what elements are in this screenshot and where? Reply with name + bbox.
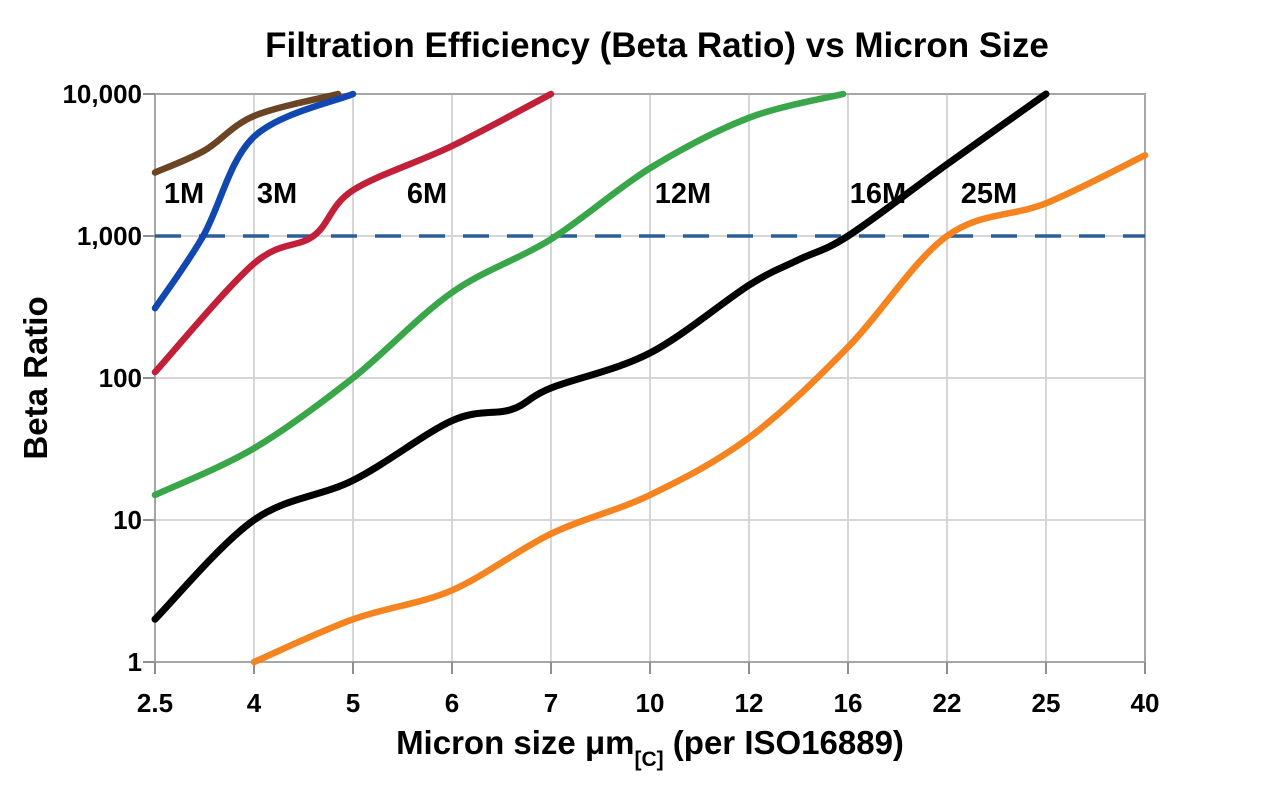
series-label-3M: 3M xyxy=(257,178,297,210)
series-line-25M xyxy=(250,152,1149,666)
series-line-12M xyxy=(151,90,847,499)
y-axis-title: Beta Ratio xyxy=(17,296,54,459)
x-tick-label: 7 xyxy=(544,688,558,718)
x-tick-labels: 2.5 4 5 6 7 10 12 16 22 25 40 xyxy=(137,688,1160,718)
x-tick-label: 22 xyxy=(933,688,962,718)
series-label-1M: 1M xyxy=(164,178,204,210)
y-tick-label: 1,000 xyxy=(77,221,142,251)
x-tick-label: 4 xyxy=(247,688,262,718)
y-tick-label: 10 xyxy=(113,505,142,535)
axis-tick-marks xyxy=(143,93,1146,674)
chart-title: Filtration Efficiency (Beta Ratio) vs Mi… xyxy=(265,26,1049,65)
y-tick-label: 1 xyxy=(128,647,142,677)
series-labels: 1M 3M 6M 12M 16M 25M xyxy=(164,178,1017,210)
y-tick-label: 10,000 xyxy=(62,79,142,109)
series-line-1M xyxy=(151,90,342,176)
series-line-3M xyxy=(151,90,357,312)
y-tick-label: 100 xyxy=(99,363,142,393)
series-label-25M: 25M xyxy=(961,178,1017,210)
x-tick-label: 12 xyxy=(735,688,764,718)
series-label-12M: 12M xyxy=(655,178,711,210)
x-tick-label: 25 xyxy=(1032,688,1061,718)
series-label-16M: 16M xyxy=(850,178,906,210)
gridlines xyxy=(155,94,1145,662)
x-tick-label: 16 xyxy=(834,688,863,718)
x-axis-title-suffix: (per ISO16889) xyxy=(664,724,904,761)
x-axis-title-subscript: [C] xyxy=(634,748,663,771)
series-line-6M xyxy=(151,90,555,376)
x-tick-label: 10 xyxy=(636,688,665,718)
y-tick-labels: 10,000 1,000 100 10 1 xyxy=(62,79,142,677)
x-tick-label: 2.5 xyxy=(137,688,173,718)
x-axis-title: Micron size μm[C] (per ISO16889) xyxy=(396,724,904,771)
series-curves xyxy=(151,90,1149,666)
series-label-6M: 6M xyxy=(407,178,447,210)
x-tick-label: 40 xyxy=(1131,688,1160,718)
x-axis-title-main: Micron size μm xyxy=(396,724,634,761)
x-tick-label: 5 xyxy=(346,688,360,718)
series-line-16M xyxy=(151,90,1050,623)
x-tick-label: 6 xyxy=(445,688,459,718)
